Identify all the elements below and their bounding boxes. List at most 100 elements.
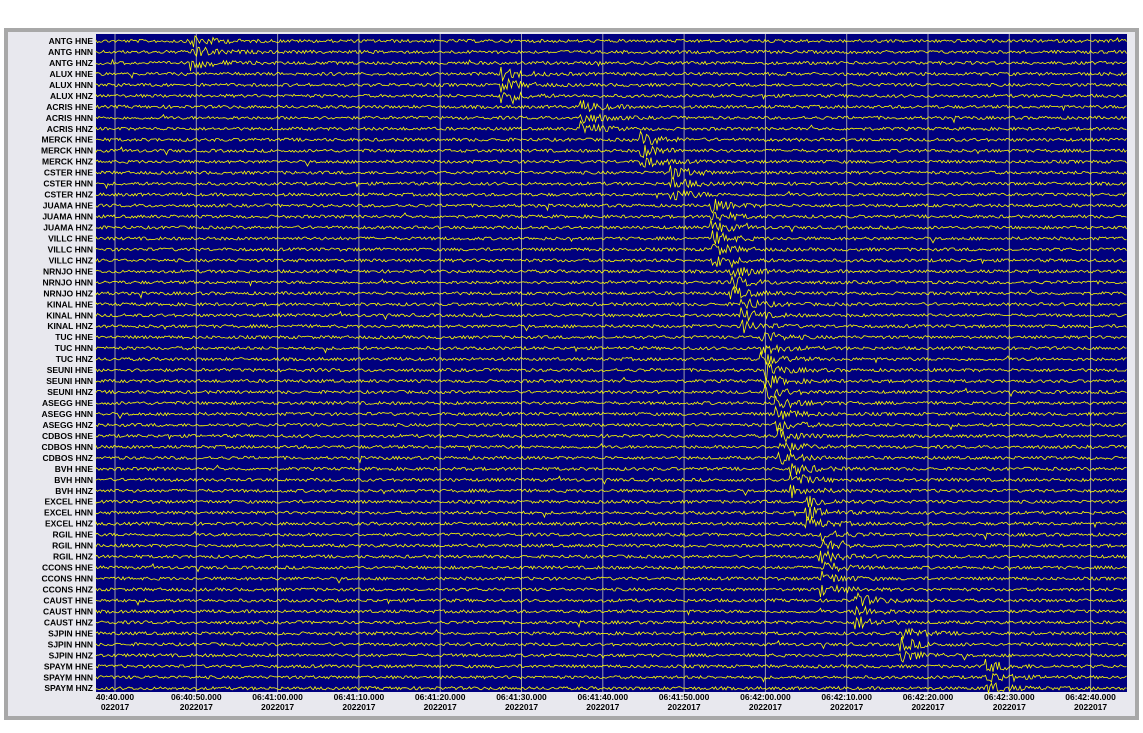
channel-label: CCONS HNN xyxy=(42,574,93,584)
date-label: 2022017 xyxy=(180,702,213,712)
channel-label: RGIL HNE xyxy=(53,530,94,540)
channel-label: JUAMA HNZ xyxy=(43,222,93,232)
waveform xyxy=(95,591,1127,607)
waveform xyxy=(95,451,1127,465)
waveform xyxy=(95,267,1127,278)
channel-label: VILLC HNN xyxy=(48,244,93,254)
waveform xyxy=(95,441,1127,454)
waveform xyxy=(95,549,1127,564)
time-label: 06:41:20.000 xyxy=(415,692,466,702)
waveform xyxy=(95,307,1127,323)
channel-label: CSTER HNE xyxy=(44,168,93,178)
waveform xyxy=(95,561,1127,573)
waveform xyxy=(95,99,1127,113)
channel-label: SEUNI HNZ xyxy=(47,387,93,397)
waveform xyxy=(95,375,1127,389)
channel-label: KINAL HNN xyxy=(46,310,93,320)
date-label: 2022017 xyxy=(342,702,375,712)
waveform xyxy=(95,427,1127,443)
time-label: 06:42:00.000 xyxy=(740,692,791,702)
waveform xyxy=(95,637,1127,652)
channel-label: BVH HNN xyxy=(54,475,93,485)
date-label: 2022017 xyxy=(586,702,619,712)
channel-label: ANTG HNN xyxy=(48,47,93,57)
waveform xyxy=(95,35,1127,48)
channel-label: SPAYM HNE xyxy=(44,661,93,671)
channel-label: TUC HNE xyxy=(55,332,93,342)
waveform xyxy=(95,506,1127,521)
waveform xyxy=(95,46,1127,58)
channel-label: RGIL HNZ xyxy=(53,552,93,562)
waveform xyxy=(95,298,1127,310)
waveform xyxy=(95,91,1127,106)
waveform xyxy=(95,605,1127,616)
waveform xyxy=(95,616,1127,630)
time-label: 06:41:40.000 xyxy=(578,692,629,702)
waveform xyxy=(95,405,1127,420)
time-label: 40:40.000 xyxy=(96,692,135,702)
waveform xyxy=(95,177,1127,190)
channel-label: ANTG HNZ xyxy=(49,58,93,68)
time-label: 06:41:10.000 xyxy=(334,692,385,702)
time-label: 06:42:20.000 xyxy=(903,692,954,702)
waveform xyxy=(95,627,1127,641)
channel-label: CAUST HNZ xyxy=(44,617,93,627)
waveform xyxy=(95,285,1127,300)
waveform xyxy=(95,362,1127,382)
date-label: 2022017 xyxy=(1074,702,1107,712)
channel-label: CAUST HNN xyxy=(43,606,93,616)
date-label: 2022017 xyxy=(830,702,863,712)
time-label: 06:41:30.000 xyxy=(496,692,547,702)
channel-label: TUC HNZ xyxy=(56,354,93,364)
waveform xyxy=(95,420,1127,432)
channel-label: ALUX HNN xyxy=(49,80,93,90)
waveform xyxy=(95,515,1127,529)
waveform xyxy=(95,484,1127,499)
channel-label: EXCEL HNE xyxy=(45,497,94,507)
time-label: 06:42:40.000 xyxy=(1065,692,1116,702)
date-label: 2022017 xyxy=(424,702,457,712)
channel-label: MERCK HNZ xyxy=(42,157,93,167)
channel-label: JUAMA HNN xyxy=(42,212,93,222)
waveform xyxy=(95,350,1127,365)
channel-label: SJPIN HNE xyxy=(48,628,93,638)
channel-label: ACRIS HNN xyxy=(46,113,93,123)
waveform xyxy=(95,66,1127,83)
channel-label: JUAMA HNE xyxy=(43,201,94,211)
waveform xyxy=(95,344,1127,355)
date-label: 2022017 xyxy=(749,702,782,712)
waveform xyxy=(95,230,1127,244)
waveform xyxy=(95,384,1127,400)
waveform xyxy=(95,58,1127,72)
time-label: 06:41:50.000 xyxy=(659,692,710,702)
waveform xyxy=(95,658,1127,672)
waveform xyxy=(95,538,1127,550)
channel-label: SEUNI HNE xyxy=(47,365,94,375)
waveform xyxy=(95,130,1127,145)
time-label: 06:41:00.000 xyxy=(252,692,303,702)
waveform xyxy=(95,243,1127,256)
channel-label: NRNJO HNN xyxy=(42,277,93,287)
date-label: 2022017 xyxy=(668,702,701,712)
channel-label: ANTG HNE xyxy=(49,36,94,46)
waveform xyxy=(95,77,1127,93)
channel-label: KINAL HNZ xyxy=(47,321,93,331)
channel-label: CAUST HNE xyxy=(43,595,93,605)
waveform xyxy=(95,395,1127,409)
waveform xyxy=(95,530,1127,542)
channel-label: MERCK HNN xyxy=(41,146,93,156)
channel-label: SJPIN HNZ xyxy=(49,650,93,660)
date-label: 2022017 xyxy=(505,702,538,712)
waveform xyxy=(95,113,1127,124)
channel-label: CSTER HNN xyxy=(43,179,93,189)
channel-label: EXCEL HNN xyxy=(44,508,93,518)
channel-label: ASEGG HNN xyxy=(42,409,93,419)
channel-label: EXCEL HNZ xyxy=(45,519,93,529)
channel-label: ACRIS HNZ xyxy=(47,124,93,134)
waveform xyxy=(95,157,1127,168)
channel-label: CDBOS HNZ xyxy=(42,453,93,463)
waveform xyxy=(95,188,1127,201)
date-label: 2022017 xyxy=(911,702,944,712)
